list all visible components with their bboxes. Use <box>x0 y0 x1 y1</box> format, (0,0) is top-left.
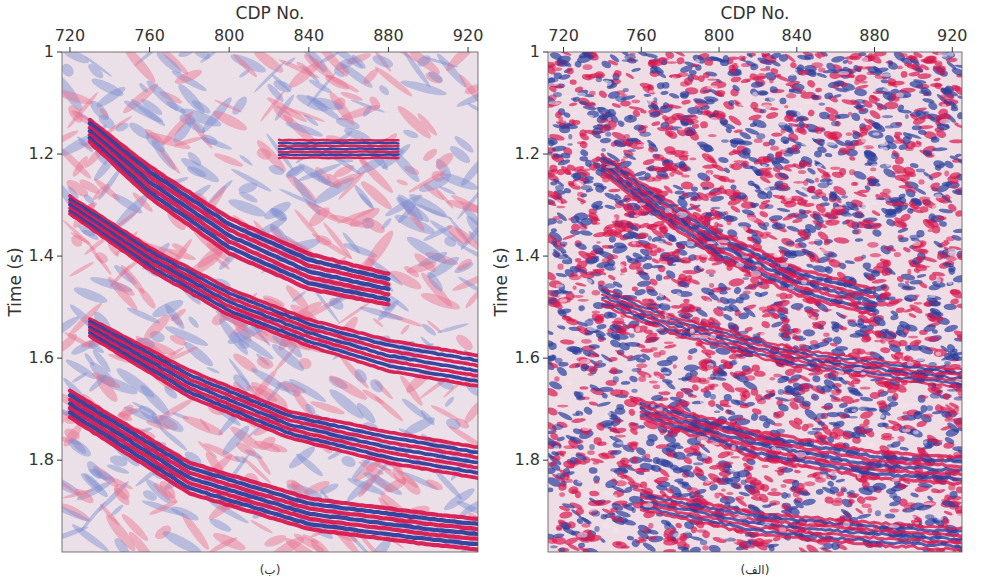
x-tick-label: 840 <box>294 26 325 45</box>
panel-label: (ب) <box>260 563 281 577</box>
reflector <box>279 157 398 158</box>
y-tick-label: 1.8 <box>29 450 54 469</box>
x-tick-label: 800 <box>214 26 245 45</box>
x-tick-label: 920 <box>453 26 484 45</box>
y-axis-title: Time (s) <box>5 247 25 317</box>
figure: 720 760 800 840 880 920 CDP No. 1 1.2 1.4 1.6 1.8 Ti… <box>0 0 985 587</box>
reflector <box>279 146 398 147</box>
plot-area <box>541 47 970 558</box>
x-tick-label: 880 <box>373 26 404 45</box>
y-tick-label: 1.6 <box>29 348 54 367</box>
reflector <box>279 149 398 150</box>
reflector <box>279 140 398 141</box>
x-axis-title: CDP No. <box>236 3 305 23</box>
reflector <box>279 143 398 144</box>
x-tick-label: 760 <box>134 26 165 45</box>
y-tick-label: 1.2 <box>29 144 54 163</box>
reflector <box>279 152 398 153</box>
panel: 720 760 800 840 880 920 CDP No. 1 1.2 1.4 1.6 1.8 Ti… <box>5 3 500 577</box>
reflector <box>279 154 398 155</box>
x-tick-label: 720 <box>55 26 86 45</box>
y-tick-label: 1.4 <box>29 246 54 265</box>
y-tick-label: 1 <box>44 42 54 61</box>
plot-area <box>43 34 500 570</box>
panel: 720760800840880920CDP No.11.21.41.61.8Ti… <box>491 3 969 577</box>
